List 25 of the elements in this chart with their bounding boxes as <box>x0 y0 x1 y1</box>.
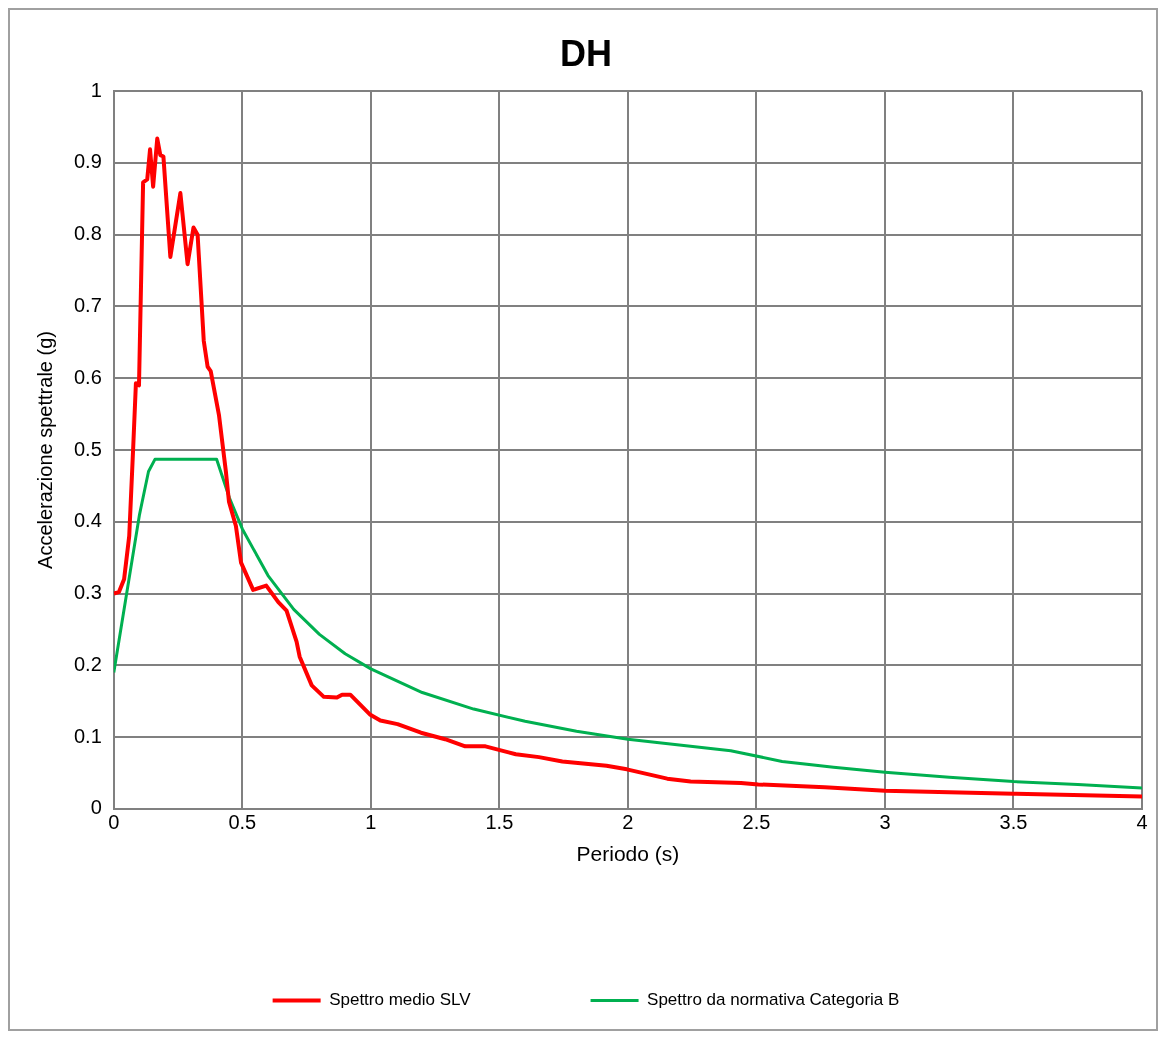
y-tick-label: 0.2 <box>73 652 102 675</box>
x-tick-label: 4 <box>1136 811 1148 834</box>
y-tick-label: 0.4 <box>73 509 102 532</box>
x-tick-label: 2.5 <box>742 811 771 834</box>
y-tick-label: 0.9 <box>73 150 102 173</box>
y-axis-title: Accelerazione spettrale (g) <box>33 331 56 569</box>
x-tick-label: 3 <box>879 811 891 834</box>
x-tick-label: 0.5 <box>228 811 257 834</box>
y-tick-label: 0.6 <box>73 365 102 388</box>
y-tick-label: 0.3 <box>73 581 102 604</box>
chart-title: DH <box>560 32 612 74</box>
y-tick-label: 0.5 <box>73 437 102 460</box>
x-tick-label: 0 <box>108 811 120 834</box>
y-tick-label: 0.1 <box>73 724 102 747</box>
x-tick-label: 3.5 <box>999 811 1028 834</box>
y-tick-label: 0.8 <box>73 222 102 245</box>
x-tick-label: 2 <box>622 811 634 834</box>
y-tick-label: 1 <box>90 78 102 101</box>
x-tick-label: 1.5 <box>485 811 514 834</box>
x-tick-label: 1 <box>365 811 377 834</box>
x-axis-title: Periodo (s) <box>576 842 680 866</box>
y-tick-label: 0.7 <box>73 294 102 316</box>
legend-label: Spettro medio SLV <box>329 990 472 1010</box>
y-tick-label: 0 <box>90 796 102 819</box>
legend-label: Spettro da normativa Categoria B <box>647 990 900 1010</box>
